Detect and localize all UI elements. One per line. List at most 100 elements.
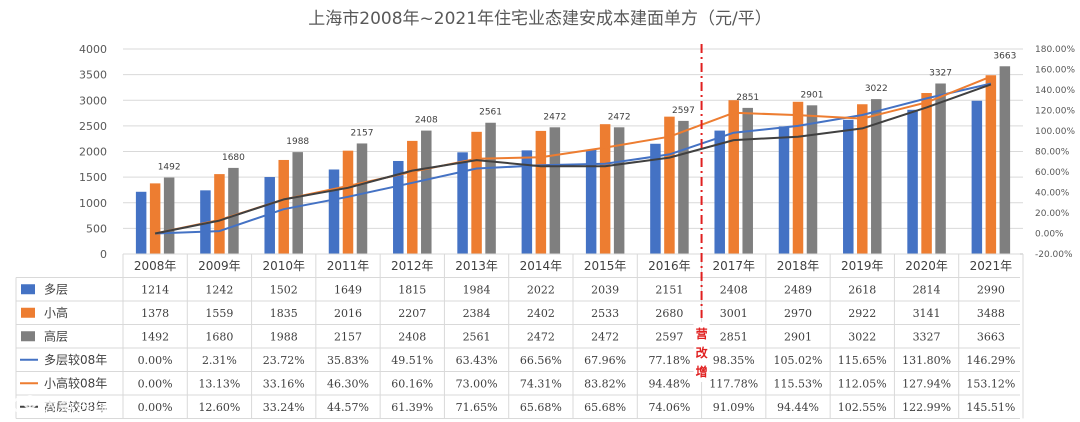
bar-多层 — [650, 143, 661, 254]
bar-高层 — [999, 66, 1011, 255]
legend-swatch — [21, 307, 35, 318]
data-label: 1492 — [158, 163, 181, 173]
table-cell: 1649 — [334, 283, 362, 296]
table-cell: 3663 — [977, 330, 1005, 343]
bar-小高 — [342, 150, 354, 254]
bar-小高 — [278, 159, 289, 254]
series-name: 高层较08年 — [44, 399, 107, 414]
data-label: 2561 — [479, 108, 502, 118]
category-label: 2008年 — [134, 259, 177, 273]
table-cell: 1680 — [205, 330, 233, 343]
y2-tick-label: 160.00% — [1035, 66, 1075, 76]
table-cell: 2039 — [591, 283, 619, 296]
table-cell: 2157 — [334, 330, 362, 343]
series-name: 多层 — [44, 282, 68, 296]
table-cell: 71.65% — [456, 401, 498, 414]
bar-多层 — [971, 100, 983, 254]
table-cell: 1242 — [205, 283, 233, 296]
bar-小高 — [407, 140, 418, 254]
table-cell: 2402 — [527, 307, 555, 320]
table-cell: 77.18% — [648, 354, 690, 367]
table-cell: 66.56% — [520, 354, 562, 367]
legend-swatch — [21, 284, 35, 295]
table-cell: 105.02% — [774, 354, 823, 367]
data-label: 2157 — [351, 128, 374, 138]
series-name: 高层 — [44, 328, 68, 343]
y-tick-label: 3000 — [79, 94, 107, 107]
table-cell: 146.29% — [966, 354, 1015, 367]
table-cell: 2618 — [848, 283, 876, 296]
table-cell: 2207 — [398, 307, 426, 320]
data-label: 2851 — [736, 93, 759, 103]
bar-小高 — [985, 75, 997, 255]
lines — [154, 75, 992, 235]
bar-高层 — [228, 167, 239, 254]
table-cell: 91.09% — [713, 401, 755, 414]
watermark-logo-icon — [23, 395, 37, 409]
category-label: 2014年 — [520, 259, 563, 273]
bar-多层 — [393, 160, 404, 254]
table-cell: 2016 — [334, 307, 362, 320]
category-label: 2018年 — [777, 259, 820, 273]
table-cell: 153.12% — [966, 377, 1015, 390]
table-cell: 23.72% — [263, 354, 305, 367]
bar-高层 — [742, 107, 753, 254]
table-cell: 1378 — [141, 307, 169, 320]
y-tick-label: 3500 — [79, 69, 107, 82]
bar-小高 — [728, 100, 739, 254]
bar-高层 — [485, 122, 496, 254]
table-cell: 2533 — [591, 307, 619, 320]
bar-多层 — [778, 126, 790, 254]
y-tick-label: 2500 — [79, 120, 107, 133]
category-label: 2009年 — [198, 259, 241, 273]
category-label: 2010年 — [262, 259, 305, 273]
line-高层较08年 — [154, 83, 992, 235]
annotation-char: 增 — [696, 364, 708, 379]
table-cell: 2561 — [463, 330, 491, 343]
data-label: 1988 — [286, 137, 309, 147]
y-axis-left: 0 500 1000 1500 2000 2500 3000 3500 4000 — [79, 43, 107, 261]
table-cell: 67.96% — [584, 354, 626, 367]
bar-多层 — [585, 149, 597, 254]
table-cell: 2901 — [784, 330, 812, 343]
chart-title: 上海市2008年~2021年住宅业态建安成本建面单方（元/平） — [308, 9, 772, 29]
bar-高层 — [871, 99, 882, 254]
table-cell: 122.99% — [902, 401, 951, 414]
table-cell: 13.13% — [198, 377, 240, 390]
table-cell: 73.00% — [456, 377, 498, 390]
y2-tick-label: 180.00% — [1035, 45, 1075, 55]
category-label: 2016年 — [648, 259, 691, 273]
table-cell: 61.39% — [391, 401, 433, 414]
bar-小高 — [664, 116, 675, 255]
table-cell: 2384 — [463, 307, 491, 320]
y2-tick-label: 120.00% — [1035, 107, 1075, 117]
table-cell: 115.53% — [774, 377, 823, 390]
bar-高层 — [356, 143, 368, 254]
data-table: 2008年 2009年 2010年 2011年 2012年 2013年 2014年 2015年… — [15, 253, 1024, 419]
data-labels: 1492 1680 1988 2157 2408 2561 2472 2472 2597 2851… — [158, 51, 1017, 172]
table-cell: 102.55% — [838, 401, 887, 414]
table-cell: 2472 — [527, 330, 555, 343]
table-cell: 98.35% — [713, 354, 755, 367]
table-cell: 1492 — [141, 330, 169, 343]
table-cell: 1815 — [398, 283, 426, 296]
bar-小高 — [214, 174, 225, 254]
table-cell: 112.05% — [838, 377, 887, 390]
bar-多层 — [843, 119, 854, 254]
bar-高层 — [421, 130, 432, 254]
annotation-char: 营 — [696, 326, 708, 341]
data-label: 3022 — [865, 84, 888, 94]
y2-tick-label: 80.00% — [1035, 148, 1070, 158]
table-cell: 65.68% — [520, 401, 562, 414]
annotation-char: 改 — [696, 345, 709, 360]
table-cell: 1835 — [270, 307, 298, 320]
y2-tick-label: 0.00% — [1035, 230, 1064, 240]
table-cell: 2922 — [848, 307, 876, 320]
table-cell: 83.82% — [584, 377, 626, 390]
category-label: 2017年 — [712, 259, 755, 273]
bar-小高 — [921, 93, 932, 255]
bar-小高 — [471, 131, 482, 254]
table-cell: 2151 — [655, 283, 683, 296]
table-cell: 2408 — [720, 283, 748, 296]
bar-小高 — [599, 124, 611, 254]
